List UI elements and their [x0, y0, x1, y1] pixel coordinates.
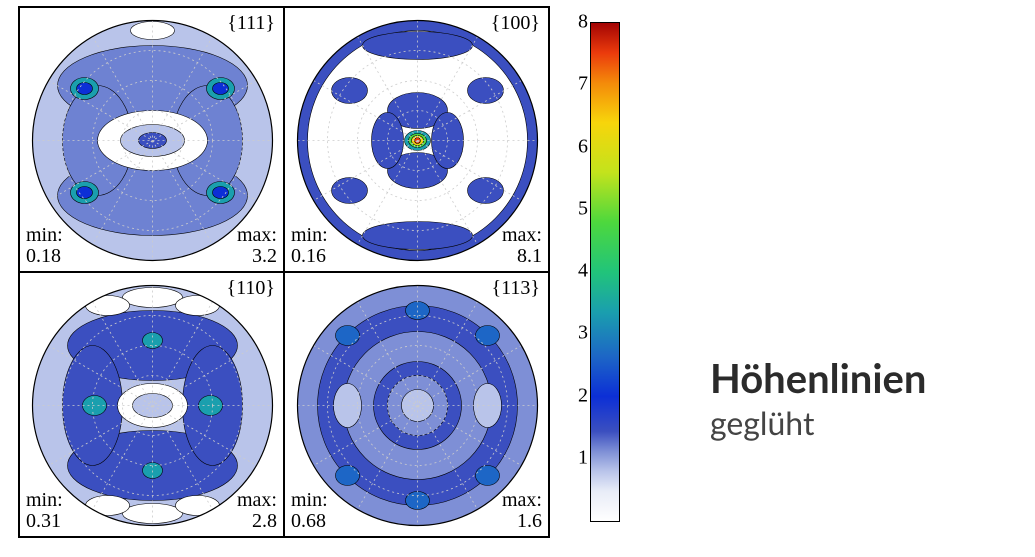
min-label-text: min:: [26, 489, 63, 511]
colorbar-tick: 2: [562, 384, 588, 407]
max-label: max: 8.1: [502, 225, 542, 267]
plane-label: {110}: [227, 277, 275, 300]
colorbar: [590, 22, 620, 522]
colorbar-tick: 7: [562, 73, 588, 96]
max-value: 3.2: [252, 245, 277, 267]
colorbar-tick: 8: [562, 11, 588, 34]
pole-figure-113: {113} min: 0.68 max: 1.6: [284, 272, 549, 537]
max-value: 1.6: [517, 510, 542, 532]
max-value: 2.8: [252, 510, 277, 532]
title-subheading: geglüht: [710, 404, 926, 442]
colorbar-tick: 4: [562, 260, 588, 283]
min-value: 0.31: [26, 510, 61, 532]
pole-figure-grid: {111} min: 0.18 max: 3.2 {100} min: 0.16…: [18, 6, 550, 538]
min-value: 0.16: [291, 245, 326, 267]
max-label: max: 3.2: [237, 225, 277, 267]
colorbar-tick: 5: [562, 197, 588, 220]
max-label-text: max:: [237, 489, 277, 511]
root: {111} min: 0.18 max: 3.2 {100} min: 0.16…: [0, 0, 1035, 557]
plane-label: {100}: [491, 12, 540, 35]
plane-label: {113}: [492, 277, 540, 300]
min-value: 0.68: [291, 510, 326, 532]
max-label: max: 1.6: [502, 490, 542, 532]
colorbar-tick: 1: [562, 446, 588, 469]
min-label: min: 0.68: [291, 490, 328, 532]
min-value: 0.18: [26, 245, 61, 267]
max-label-text: max:: [502, 224, 542, 246]
max-value: 8.1: [517, 245, 542, 267]
title-block: Höhenlinien geglüht: [710, 358, 926, 442]
min-label: min: 0.18: [26, 225, 63, 267]
colorbar-ticks: 12345678: [562, 22, 588, 520]
min-label-text: min:: [291, 224, 328, 246]
colorbar-tick: 6: [562, 135, 588, 158]
min-label-text: min:: [26, 224, 63, 246]
pole-figure-111: {111} min: 0.18 max: 3.2: [19, 7, 284, 272]
plane-label: {111}: [227, 12, 275, 35]
max-label-text: max:: [502, 489, 542, 511]
max-label-text: max:: [237, 224, 277, 246]
pole-figure-100: {100} min: 0.16 max: 8.1: [284, 7, 549, 272]
colorbar-tick: 3: [562, 322, 588, 345]
max-label: max: 2.8: [237, 490, 277, 532]
min-label: min: 0.31: [26, 490, 63, 532]
min-label-text: min:: [291, 489, 328, 511]
min-label: min: 0.16: [291, 225, 328, 267]
pole-figure-110: {110} min: 0.31 max: 2.8: [19, 272, 284, 537]
title-heading: Höhenlinien: [710, 358, 926, 398]
